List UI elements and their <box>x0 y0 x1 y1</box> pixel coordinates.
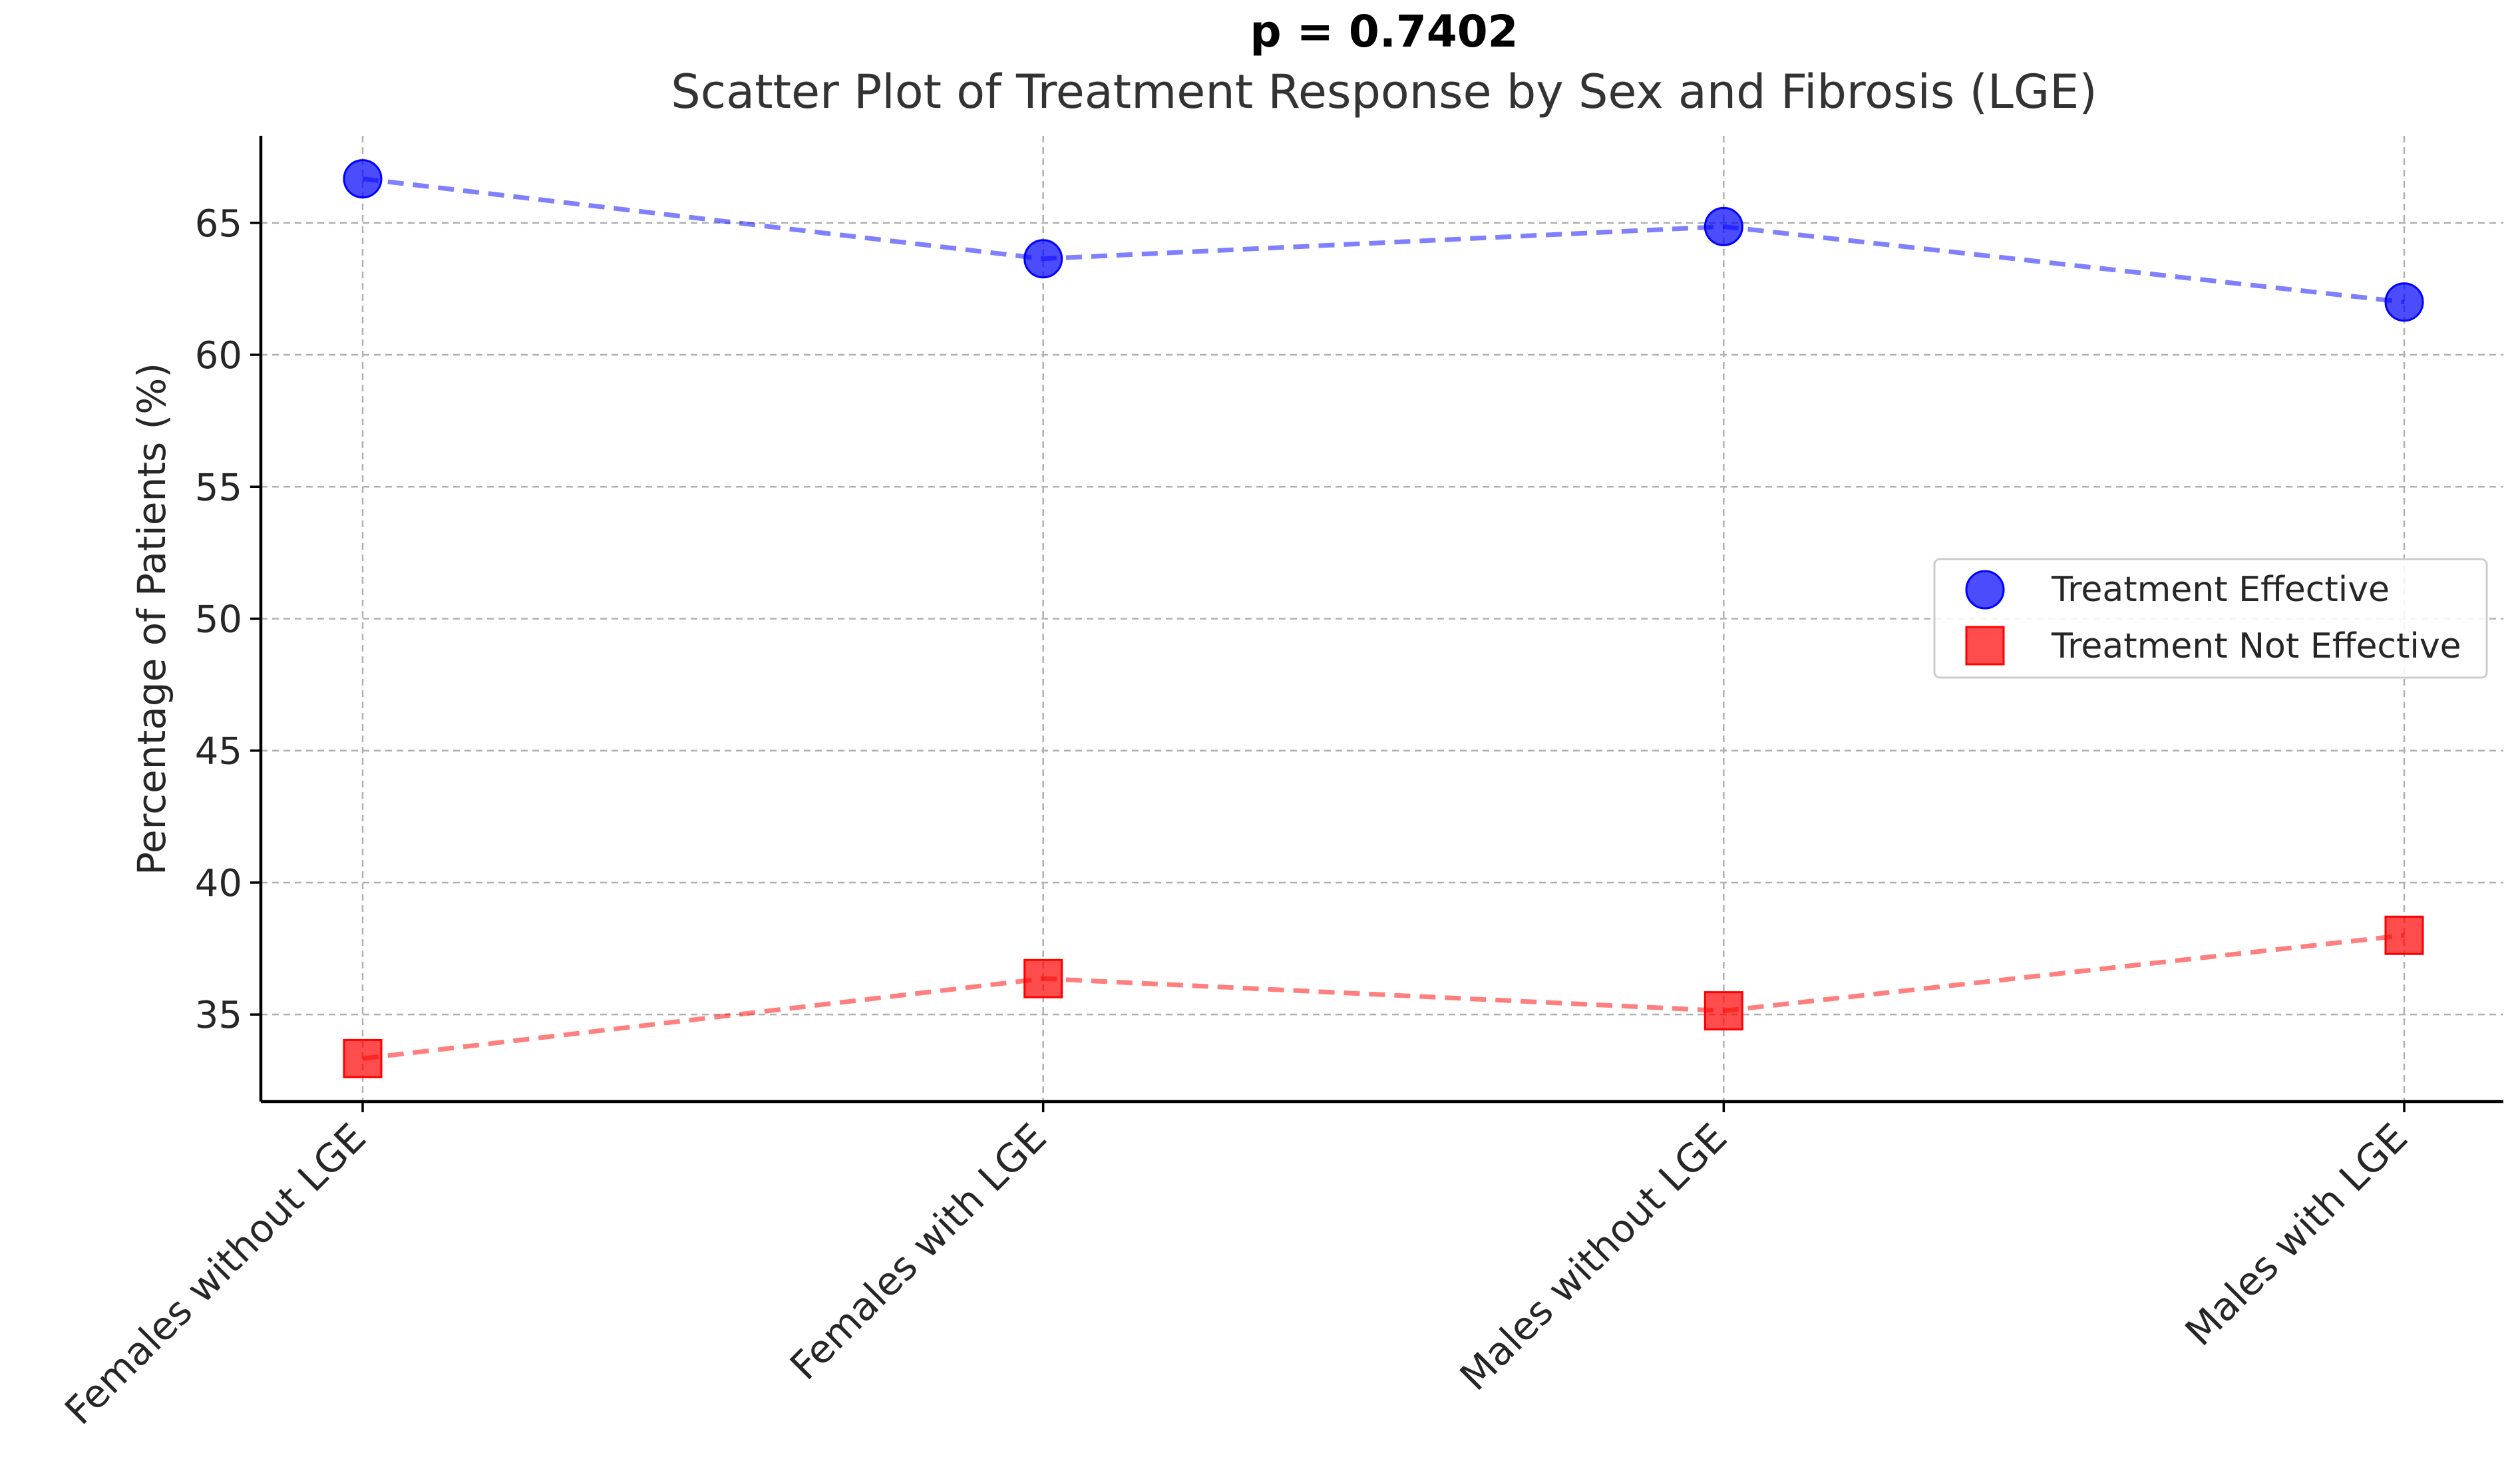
x-tick-label: Males with LGE <box>2177 1115 2416 1355</box>
legend-label-treatment-effective: Treatment Effective <box>2051 570 2390 610</box>
legend-label-treatment-not-effective: Treatment Not Effective <box>2051 626 2461 666</box>
legend-marker-treatment-not-effective <box>1965 626 2005 666</box>
x-tick-label: Females with LGE <box>781 1115 1055 1388</box>
y-tick-label: 35 <box>195 994 242 1037</box>
legend: Treatment Effective Treatment Not Effect… <box>1933 558 2488 679</box>
y-tick-label: 40 <box>195 862 242 905</box>
data-point-treatment-effective <box>2384 282 2424 322</box>
data-point-treatment-not-effective <box>1023 958 1063 998</box>
chart-title: Scatter Plot of Treatment Response by Se… <box>671 65 2097 119</box>
x-tick-label: Females without LGE <box>56 1115 375 1434</box>
grid <box>261 136 2503 1102</box>
x-ticks: Females without LGE Females with LGE Males… <box>56 1102 2416 1433</box>
y-tick-label: 60 <box>195 334 242 377</box>
data-point-treatment-not-effective <box>1704 991 1743 1031</box>
y-ticks: 35 40 45 50 55 60 65 <box>195 202 261 1037</box>
y-tick-label: 65 <box>195 202 242 246</box>
series-line <box>362 176 2405 305</box>
y-axis-label: Percentage of Patients (%) <box>129 363 174 875</box>
legend-box <box>1933 558 2488 679</box>
chart-suptitle: p = 0.7402 <box>1250 6 1518 57</box>
y-tick-label: 45 <box>195 730 242 773</box>
data-point-treatment-not-effective <box>2384 915 2424 955</box>
y-tick-label: 50 <box>195 598 242 642</box>
data-point-treatment-effective <box>1704 206 1743 246</box>
series-line <box>362 933 2405 1061</box>
data-point-treatment-effective <box>1023 239 1063 279</box>
series-layer <box>343 159 2424 1078</box>
legend-marker-treatment-effective <box>1965 570 2005 610</box>
data-point-treatment-not-effective <box>343 1038 383 1078</box>
y-tick-label: 55 <box>195 466 242 509</box>
data-point-treatment-effective <box>343 159 383 199</box>
x-tick-label: Males without LGE <box>1451 1115 1735 1399</box>
